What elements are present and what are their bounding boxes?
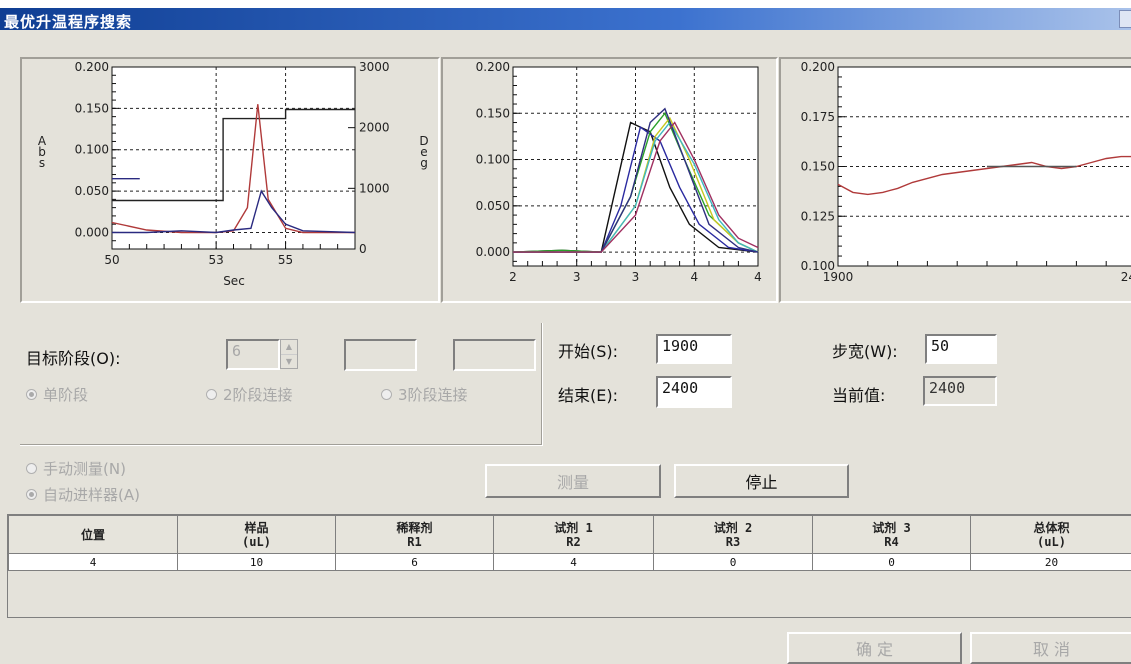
ok-button[interactable]: 确 定: [787, 632, 962, 664]
current-value-label: 当前值:: [832, 386, 886, 405]
chart-panel-2: 0.200 0.150 0.100 0.050 0.000 2 3 3 4 4: [441, 57, 778, 303]
column-header[interactable]: 试剂 2 R3: [653, 515, 813, 554]
y2-tick-label: 1000: [359, 181, 390, 195]
x-tick-label: 2400: [1121, 270, 1131, 284]
end-input[interactable]: 2400: [656, 376, 732, 408]
step-input[interactable]: 50: [925, 334, 997, 364]
table-cell[interactable]: 4: [493, 553, 654, 571]
stop-button[interactable]: 停止: [674, 464, 849, 498]
y-tick-label: 0.200: [801, 60, 835, 74]
x-tick-label: 4: [754, 270, 762, 284]
y-tick-label: 0.100: [75, 143, 109, 157]
table-cell[interactable]: 10: [177, 553, 336, 571]
table-row[interactable]: 4 10 6 4 0 0 20: [8, 553, 1131, 571]
y-tick-label: 0.125: [801, 209, 835, 223]
y-tick-label: 0.100: [476, 153, 510, 167]
y2-axis-label: e: [420, 145, 427, 159]
y-tick-label: 0.050: [476, 199, 510, 213]
y-axis-label: b: [38, 145, 46, 159]
column-header[interactable]: 试剂 3 R4: [812, 515, 971, 554]
stage-group-box: [20, 323, 543, 446]
x-axis-label: Sec: [223, 274, 245, 288]
spin-up-icon[interactable]: ▲: [281, 340, 297, 355]
y2-tick-label: 3000: [359, 60, 390, 74]
y-tick-label: 0.000: [476, 245, 510, 259]
series-line: [837, 155, 1131, 196]
x-tick-label: 1900: [823, 270, 854, 284]
radio-dot-icon: [26, 463, 37, 474]
radio-dot-icon: [381, 389, 392, 400]
radio-dot-icon: [26, 489, 37, 500]
radio-dot-icon: [26, 389, 37, 400]
x-tick-label: 3: [632, 270, 640, 284]
current-value-display: 2400: [923, 376, 997, 406]
radio-auto-sampler[interactable]: 自动进样器(A): [26, 484, 140, 505]
sample-table: 位置 样品 (uL) 稀释剂 R1 试剂 1 R2 试剂 2 R3 试剂 3 R4 总体积 …: [7, 514, 1131, 618]
end-label: 结束(E):: [558, 386, 618, 405]
start-label: 开始(S):: [558, 342, 619, 361]
radio-manual-measure[interactable]: 手动测量(N): [26, 458, 126, 479]
y2-tick-label: 2000: [359, 121, 390, 135]
y-tick-label: 0.050: [75, 184, 109, 198]
x-tick-label: 2: [509, 270, 517, 284]
series-line: [513, 121, 759, 253]
y2-tick-label: 0: [359, 242, 367, 256]
radio-dot-icon: [206, 389, 217, 400]
series-line: [112, 108, 355, 202]
column-header[interactable]: 总体积 (uL): [970, 515, 1131, 554]
table-header-row: 位置 样品 (uL) 稀释剂 R1 试剂 1 R2 试剂 2 R3 试剂 3 R4 总体积 …: [8, 515, 1131, 554]
step-label: 步宽(W):: [832, 342, 898, 361]
table-cell[interactable]: 6: [335, 553, 494, 571]
y-tick-label: 0.200: [75, 60, 109, 74]
column-header[interactable]: 试剂 1 R2: [493, 515, 654, 554]
close-icon[interactable]: [1119, 10, 1131, 28]
y-axis-label: A: [38, 134, 47, 148]
radio-three-stage[interactable]: 3阶段连接: [381, 384, 468, 405]
y-tick-label: 0.200: [476, 60, 510, 74]
column-header[interactable]: 样品 (uL): [177, 515, 336, 554]
start-input[interactable]: 1900: [656, 334, 732, 364]
table-cell[interactable]: 20: [970, 553, 1131, 571]
plot-area: [111, 66, 356, 250]
title-bar: 最优升温程序搜索: [0, 0, 1131, 31]
column-header[interactable]: 稀释剂 R1: [335, 515, 494, 554]
radio-two-stage[interactable]: 2阶段连接: [206, 384, 293, 405]
y2-axis-label: g: [420, 156, 428, 170]
spin-down-icon[interactable]: ▼: [285, 357, 293, 366]
target-stage-spinner[interactable]: ▲ ▼: [280, 339, 298, 369]
target-stage-input[interactable]: 6: [226, 339, 280, 370]
measure-button[interactable]: 测量: [485, 464, 661, 498]
overlay-peaks-chart: 0.200 0.150 0.100 0.050 0.000 2 3 3 4 4: [476, 60, 762, 284]
x-tick-label: 53: [209, 253, 224, 267]
sample-grid: 位置 样品 (uL) 稀释剂 R1 试剂 1 R2 试剂 2 R3 试剂 3 R4 总体积 …: [8, 515, 1131, 571]
series-line: [112, 189, 356, 234]
x-tick-label: 55: [278, 253, 293, 267]
table-cell[interactable]: 4: [8, 553, 178, 571]
radio-single-stage[interactable]: 单阶段: [26, 384, 88, 405]
y-tick-label: 0.000: [75, 225, 109, 239]
target-stage-label: 目标阶段(O):: [26, 349, 121, 368]
stage-field-3[interactable]: [453, 339, 536, 371]
y-tick-label: 0.100: [801, 259, 835, 273]
x-tick-label: 50: [104, 253, 119, 267]
x-tick-label: 3: [573, 270, 581, 284]
stage-field-2[interactable]: [344, 339, 417, 371]
table-cell[interactable]: 0: [653, 553, 813, 571]
plot-area: [512, 66, 759, 267]
y-tick-label: 0.150: [801, 160, 835, 174]
window-title: 最优升温程序搜索: [4, 13, 133, 31]
y-tick-label: 0.150: [476, 106, 510, 120]
absorbance-temperature-chart: 0.200 0.150 0.100 0.050 0.000 50 53 55 3000 2000 1…: [38, 60, 429, 288]
chart-panel-1: 0.200 0.150 0.100 0.050 0.000 50 53 55 3000 2000 1…: [20, 57, 440, 303]
x-tick-label: 4: [690, 270, 698, 284]
y-tick-label: 0.175: [801, 110, 835, 124]
y2-axis-label: D: [419, 134, 428, 148]
y-axis-label: s: [39, 156, 45, 170]
y-tick-label: 0.150: [75, 101, 109, 115]
column-header[interactable]: 位置: [8, 515, 178, 554]
table-cell[interactable]: 0: [812, 553, 971, 571]
cancel-button[interactable]: 取 消: [970, 632, 1131, 664]
